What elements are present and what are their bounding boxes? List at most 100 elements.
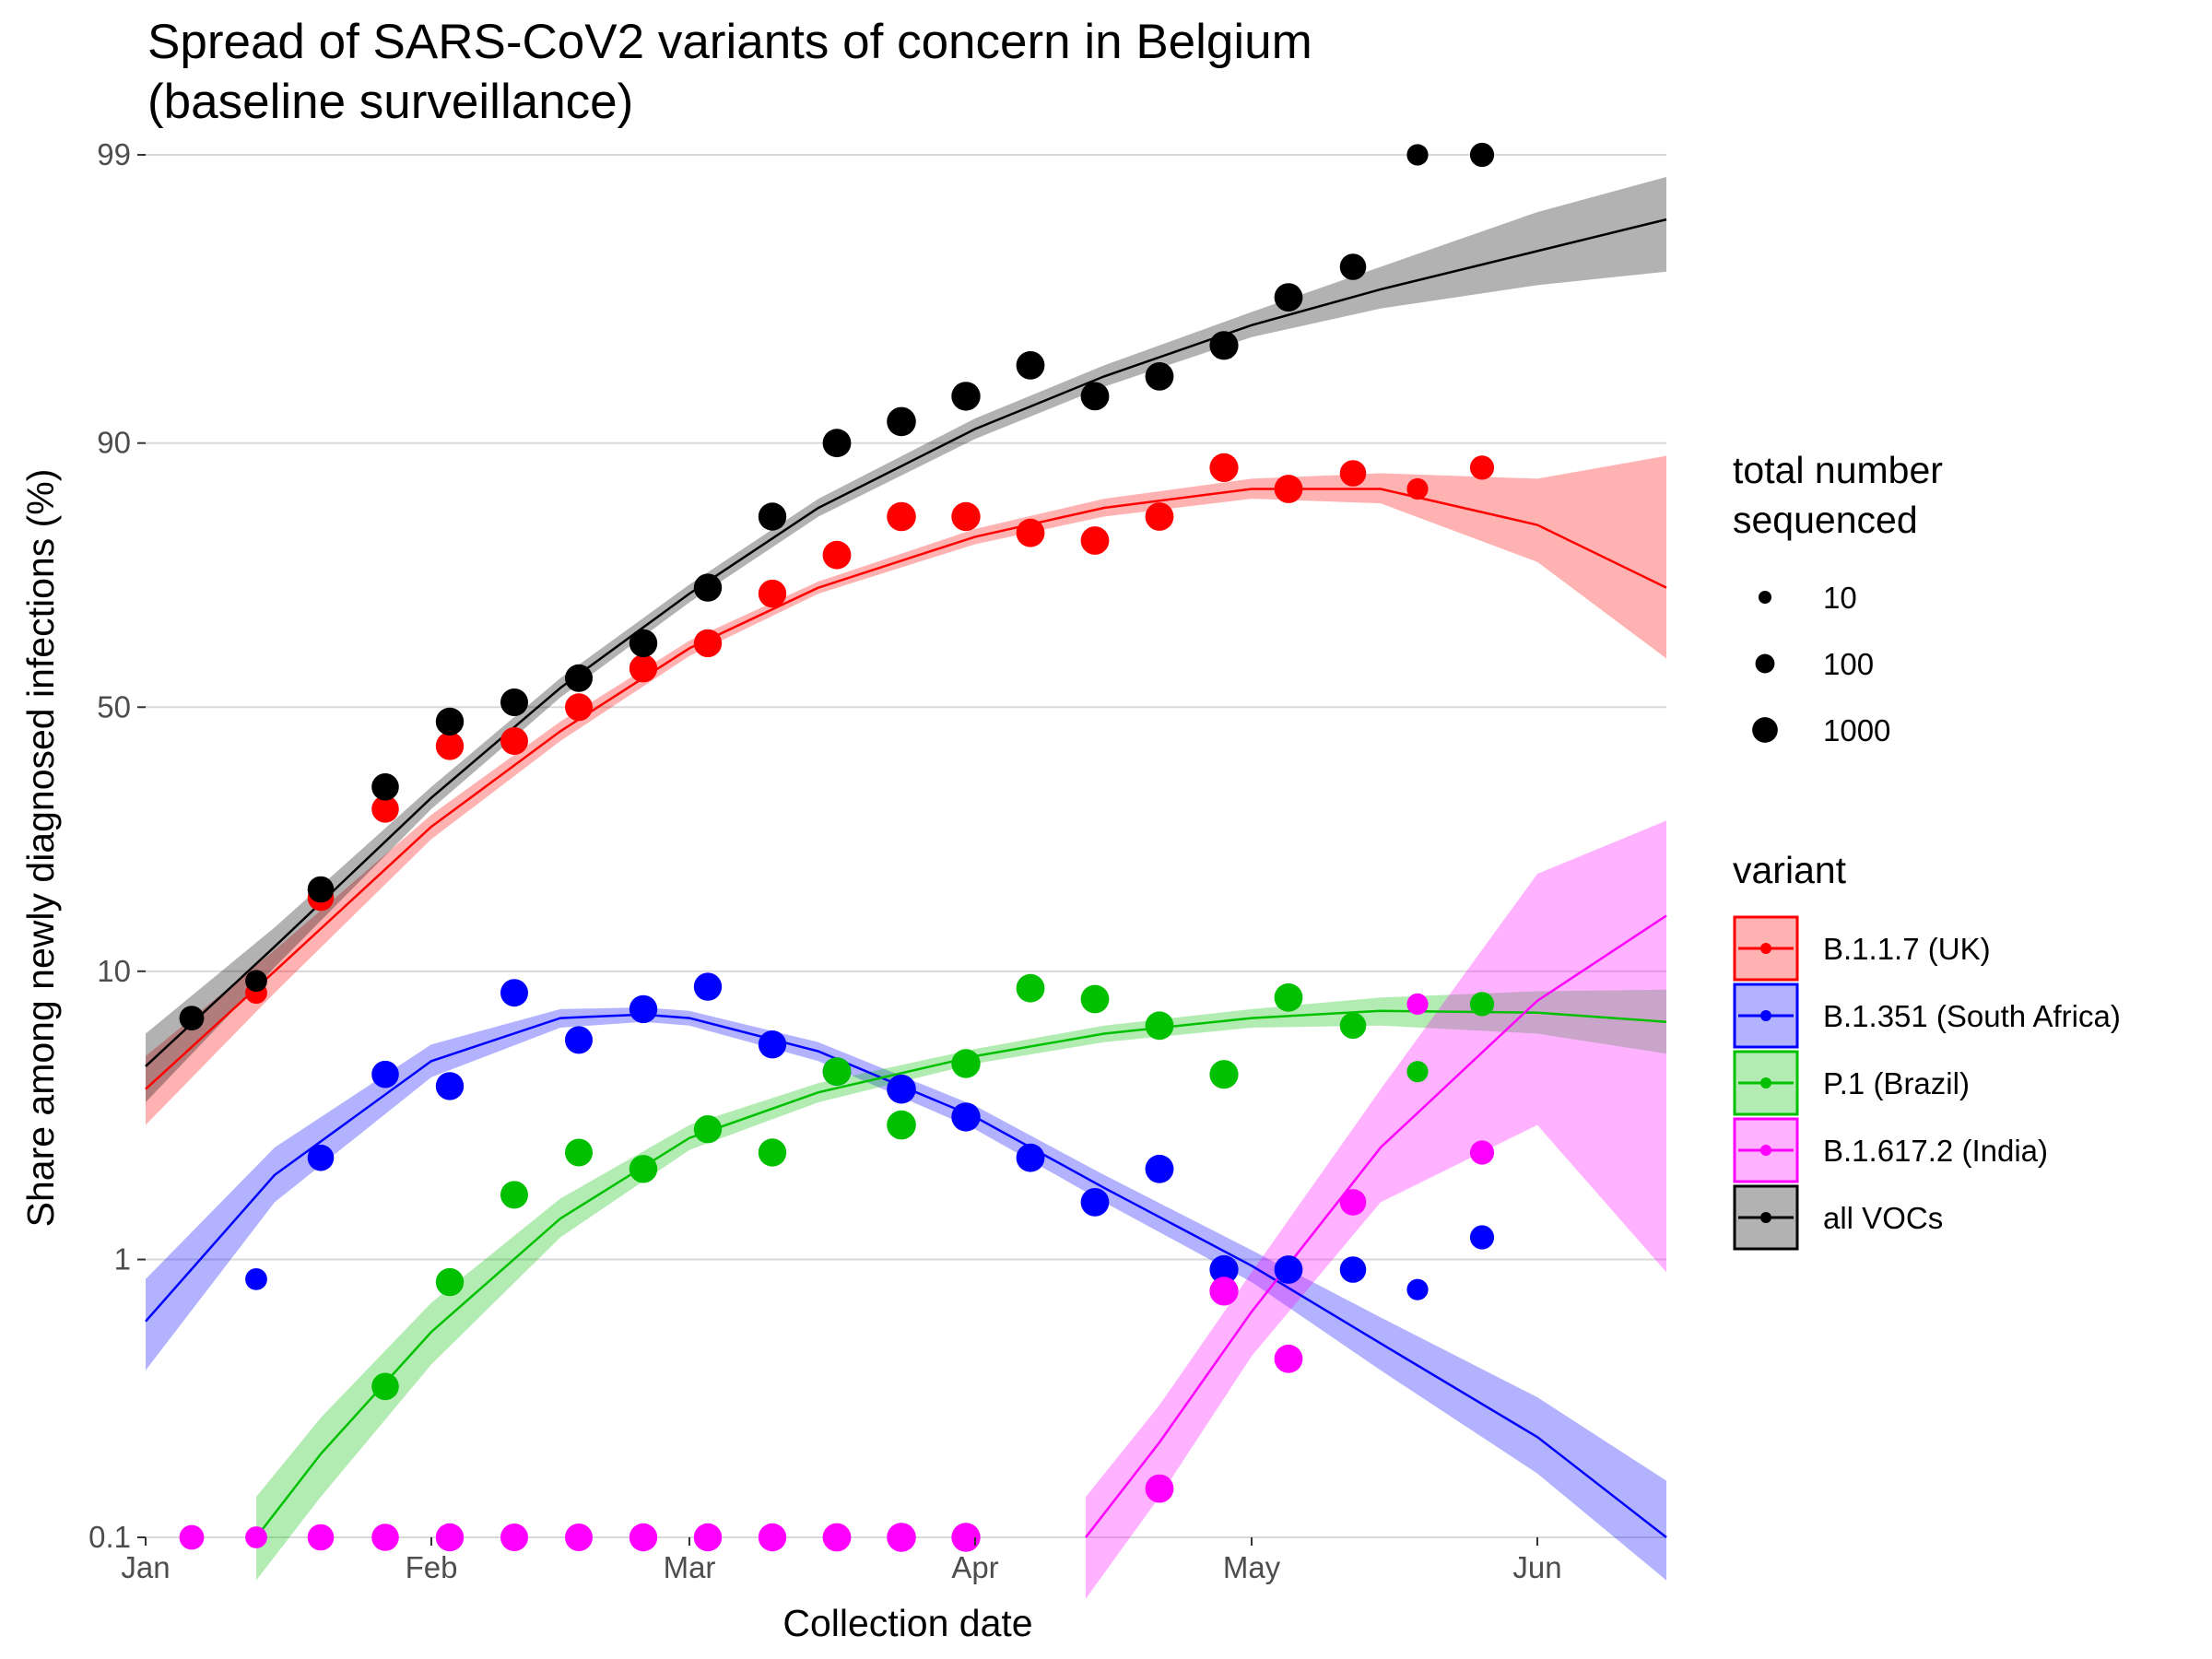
x-tick-label: Jun [1512, 1550, 1561, 1584]
data-point [951, 1102, 981, 1132]
size-legend-label: 100 [1823, 647, 1874, 681]
data-point [1209, 1277, 1239, 1306]
data-point [693, 1115, 723, 1144]
data-point [1469, 992, 1495, 1017]
data-point [887, 406, 916, 437]
data-point [371, 1060, 399, 1088]
variant-legend-label: all VOCs [1823, 1201, 1943, 1235]
size-legend-title-line1: total number [1733, 449, 1943, 491]
data-point [693, 573, 723, 602]
data-point [371, 795, 399, 823]
size-legend-label: 10 [1823, 581, 1857, 615]
data-point [1274, 982, 1303, 1012]
data-point [887, 1074, 916, 1104]
data-point [435, 1072, 465, 1100]
data-point [1274, 475, 1303, 503]
data-point [565, 693, 593, 722]
data-point [951, 1049, 981, 1078]
data-point [758, 1523, 787, 1552]
data-point [245, 1268, 267, 1290]
size-legend-key [1758, 590, 1772, 605]
data-point [1145, 1474, 1174, 1503]
x-tick-label: Apr [951, 1550, 998, 1584]
variant-legend-dot [1760, 943, 1771, 954]
data-point [565, 1026, 593, 1054]
data-point [1209, 331, 1239, 360]
data-point [951, 1523, 981, 1552]
data-point [1469, 455, 1495, 480]
data-point [1274, 1344, 1303, 1373]
data-point [565, 1138, 593, 1167]
y-tick-label: 1 [114, 1242, 131, 1277]
data-point [371, 1372, 399, 1401]
data-point [1209, 453, 1239, 482]
data-point [1016, 518, 1045, 547]
data-point [758, 1138, 787, 1167]
data-point [1080, 526, 1110, 555]
x-tick-label: May [1223, 1550, 1281, 1584]
data-point [1209, 1254, 1239, 1285]
data-point [1209, 1060, 1239, 1089]
data-point [1274, 283, 1303, 312]
data-point [371, 1524, 399, 1551]
data-point [307, 876, 335, 903]
data-point [435, 707, 465, 736]
data-point [179, 1524, 205, 1550]
data-point [822, 1523, 852, 1552]
data-point [693, 972, 723, 1001]
chart-title-line2: (baseline surveillance) [147, 75, 633, 129]
data-points [179, 142, 1495, 1552]
data-point [629, 1155, 658, 1183]
data-point [629, 654, 658, 683]
variant-legend-title: variant [1733, 849, 1847, 891]
data-point [1145, 362, 1174, 391]
data-point [887, 1523, 916, 1552]
variant-legend-label: P.1 (Brazil) [1823, 1066, 1970, 1100]
data-point [435, 732, 465, 760]
fit-lines [145, 218, 1667, 1538]
data-point [500, 688, 528, 716]
variant-legend-label: B.1.1.7 (UK) [1823, 932, 1991, 966]
data-point [1145, 1154, 1174, 1183]
size-legend-label: 1000 [1823, 713, 1890, 747]
data-point [1080, 984, 1110, 1014]
data-point [1469, 1140, 1495, 1165]
data-point [565, 1524, 593, 1551]
data-point [1339, 460, 1367, 487]
data-point [693, 629, 723, 658]
data-point [1469, 142, 1495, 168]
data-point [1274, 1255, 1303, 1284]
data-point [951, 501, 981, 532]
data-point [887, 501, 916, 532]
fit-line [145, 218, 1667, 1067]
data-point [1339, 1012, 1367, 1040]
data-point [1016, 351, 1045, 380]
data-point [245, 1526, 267, 1548]
variant-legend-dot [1760, 1145, 1771, 1156]
x-tick-label: Mar [664, 1550, 716, 1584]
data-point [1145, 502, 1174, 531]
data-point [1339, 1189, 1367, 1216]
y-axis-title: Share among newly diagnosed infections (… [19, 469, 62, 1228]
data-point [307, 1524, 335, 1551]
variant-legend-label: B.1.617.2 (India) [1823, 1134, 2048, 1168]
data-point [758, 502, 787, 531]
fit-ribbon [146, 455, 1666, 1125]
data-point [822, 429, 852, 458]
axes: 0.1 1 10 50 90 99 Jan Feb Mar Apr May Jun [88, 137, 1561, 1584]
data-point [629, 1523, 658, 1552]
data-point [179, 1006, 205, 1030]
data-point [1406, 1278, 1429, 1300]
fit-ribbon [146, 177, 1666, 1102]
x-tick-label: Feb [406, 1550, 458, 1584]
data-point [1016, 973, 1045, 1003]
data-point [1016, 1143, 1045, 1172]
variant-legend-dot [1760, 1010, 1771, 1021]
data-point [1406, 1061, 1429, 1083]
size-legend-key [1755, 653, 1775, 674]
fit-line [145, 1013, 1667, 1538]
data-point [887, 1110, 916, 1140]
x-axis-title: Collection date [782, 1602, 1032, 1644]
size-legend-title-line2: sequenced [1733, 499, 1918, 541]
